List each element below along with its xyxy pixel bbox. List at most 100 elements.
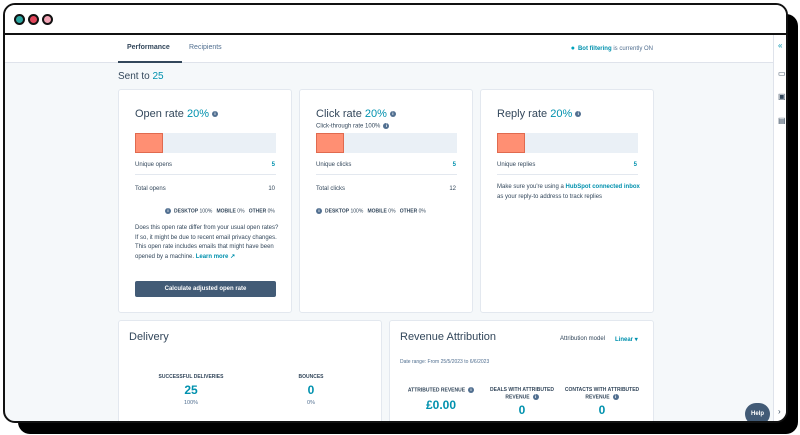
delivery-title: Delivery [129,331,169,343]
delivery-card: Delivery SUCCESSFUL DELIVERIES 25 100% B… [118,320,382,421]
other-label: OTHER [399,208,418,215]
mobile-value: 0% [388,208,396,215]
desktop-value: 100% [199,208,213,215]
reply-rate-bar [497,133,638,153]
contacts-text: CONTACTS WITH ATTRIBUTED REVENUE [564,387,640,401]
open-rate-bar-fill [135,133,164,153]
bounces-value[interactable]: 0 [307,383,315,397]
mobile-label: MOBILE [216,208,236,215]
sent-to-count[interactable]: 25 [152,71,164,82]
click-rate-pct: 20% [364,108,387,120]
bounces-pct: 0% [307,400,315,406]
revenue-attribution-card: Revenue Attribution Attribution model Li… [389,320,654,421]
calculate-adjusted-open-rate-button[interactable]: Calculate adjusted open rate [135,281,276,297]
total-clicks-label: Total clicks [316,186,346,192]
reply-rate-bar-fill [497,133,526,153]
other-label: OTHER [248,208,267,215]
desktop-label: DESKTOP [325,208,350,215]
bot-filtering-text: is currently ON [613,46,653,52]
successful-deliveries-label: SUCCESSFUL DELIVERIES [158,374,224,380]
reply-tracking-note: Make sure you're using a HubSpot connect… [497,183,642,202]
open-rate-pct: 20% [186,108,210,120]
successful-deliveries-value[interactable]: 25 [184,383,198,397]
contacts-label: CONTACTS WITH ATTRIBUTED REVENUE i [562,387,642,401]
deals-label: DEALS WITH ATTRIBUTED REVENUE i [486,387,558,401]
learn-more-link[interactable]: Learn more [195,253,229,260]
reply-rate-pct: 20% [550,108,573,120]
window-minimize-button[interactable] [28,14,39,25]
bounces-label: BOUNCES [298,374,324,380]
privacy-note: Does this open rate differ from your usu… [135,224,280,262]
app-window: Performance Recipients ● Bot filtering is… [3,3,788,423]
reply-note-pre: Make sure you're using a [497,184,564,190]
comment-icon[interactable]: ▭ [778,69,786,78]
unique-opens-value[interactable]: 5 [271,162,275,168]
check-circle-icon: ● [570,45,575,52]
mobile-label: MOBILE [367,208,387,215]
right-sidebar: « ▭ ▣ ▤ › [773,35,786,421]
unique-replies-value[interactable]: 5 [633,162,637,168]
successful-deliveries-pct: 100% [183,400,199,406]
total-opens-label: Total opens [135,186,166,192]
help-button[interactable]: Help [745,403,770,421]
tab-recipients[interactable]: Recipients [189,44,222,51]
contacts-value: 0 [598,403,606,417]
info-icon[interactable]: i [575,111,582,118]
active-tab-indicator [118,61,182,63]
info-icon[interactable]: i [212,111,219,118]
date-range: Date range: From 25/5/2023 to 6/6/2023 [400,359,490,365]
click-rate-bar [316,133,457,153]
info-icon[interactable]: i [165,208,171,214]
sent-to-heading: Sent to 25 [118,71,164,82]
attribution-model-label: Attribution model [560,336,606,342]
external-link-icon[interactable]: ↗ [228,253,236,260]
calendar-icon[interactable]: ▣ [778,92,786,101]
info-icon[interactable]: i [612,394,619,400]
open-rate-label: Open rate [135,108,184,120]
attributed-revenue-text: ATTRIBUTED REVENUE [407,387,466,394]
other-value: 0% [267,208,275,215]
reply-note-post: as your reply-to address to track replie… [497,193,603,200]
tab-performance[interactable]: Performance [127,44,170,51]
connected-inbox-link[interactable]: HubSpot connected inbox [565,184,640,190]
chevron-down-icon: ▾ [634,337,638,343]
divider [497,174,638,175]
collapse-icon[interactable]: « [778,41,783,50]
deals-value: 0 [518,403,526,417]
bot-filtering-link[interactable]: Bot filtering [577,46,612,52]
click-rate-bar-fill [316,133,345,153]
open-device-breakdown: i DESKTOP 100% MOBILE 0% OTHER 0% [165,208,275,214]
desktop-label: DESKTOP [174,208,199,215]
attribution-model-dropdown[interactable]: Linear ▾ [615,336,638,343]
unique-opens-label: Unique opens [135,162,173,168]
info-icon[interactable]: i [389,111,396,118]
desktop-value: 100% [350,208,364,215]
reply-rate-card: Reply rate 20% i Unique replies 5 Make su… [480,89,654,313]
other-value: 0% [418,208,426,215]
divider [316,174,457,175]
bot-filtering-status: ● Bot filtering is currently ON [571,45,653,52]
window-maximize-button[interactable] [42,14,53,25]
deals-text: DEALS WITH ATTRIBUTED REVENUE [490,387,554,401]
info-icon[interactable]: i [316,208,322,214]
info-icon[interactable]: i [468,387,475,393]
info-icon[interactable]: i [532,394,539,400]
window-close-button[interactable] [14,14,25,25]
click-through-rate: Click-through rate 100% i [316,123,390,130]
clipboard-icon[interactable]: ▤ [778,116,786,125]
click-rate-title: Click rate 20% i [316,108,396,120]
attributed-revenue-value: £0.00 [425,398,457,412]
chevron-right-icon[interactable]: › [778,407,781,416]
unique-clicks-value[interactable]: 5 [452,162,456,168]
total-clicks-value: 12 [449,186,456,192]
click-rate-card: Click rate 20% i Click-through rate 100% i… [299,89,473,313]
info-icon[interactable]: i [383,123,390,129]
revenue-attribution-title: Revenue Attribution [400,331,497,343]
reply-rate-label: Reply rate [497,108,548,120]
click-through-text: Click-through rate 100% [316,123,381,130]
attributed-revenue-label: ATTRIBUTED REVENUE i [396,387,486,394]
attribution-model-value: Linear [615,337,634,343]
sent-to-label: Sent to [118,71,150,82]
open-rate-title: Open rate 20% i [135,108,219,120]
privacy-note-text: Does this open rate differ from your usu… [135,225,279,260]
